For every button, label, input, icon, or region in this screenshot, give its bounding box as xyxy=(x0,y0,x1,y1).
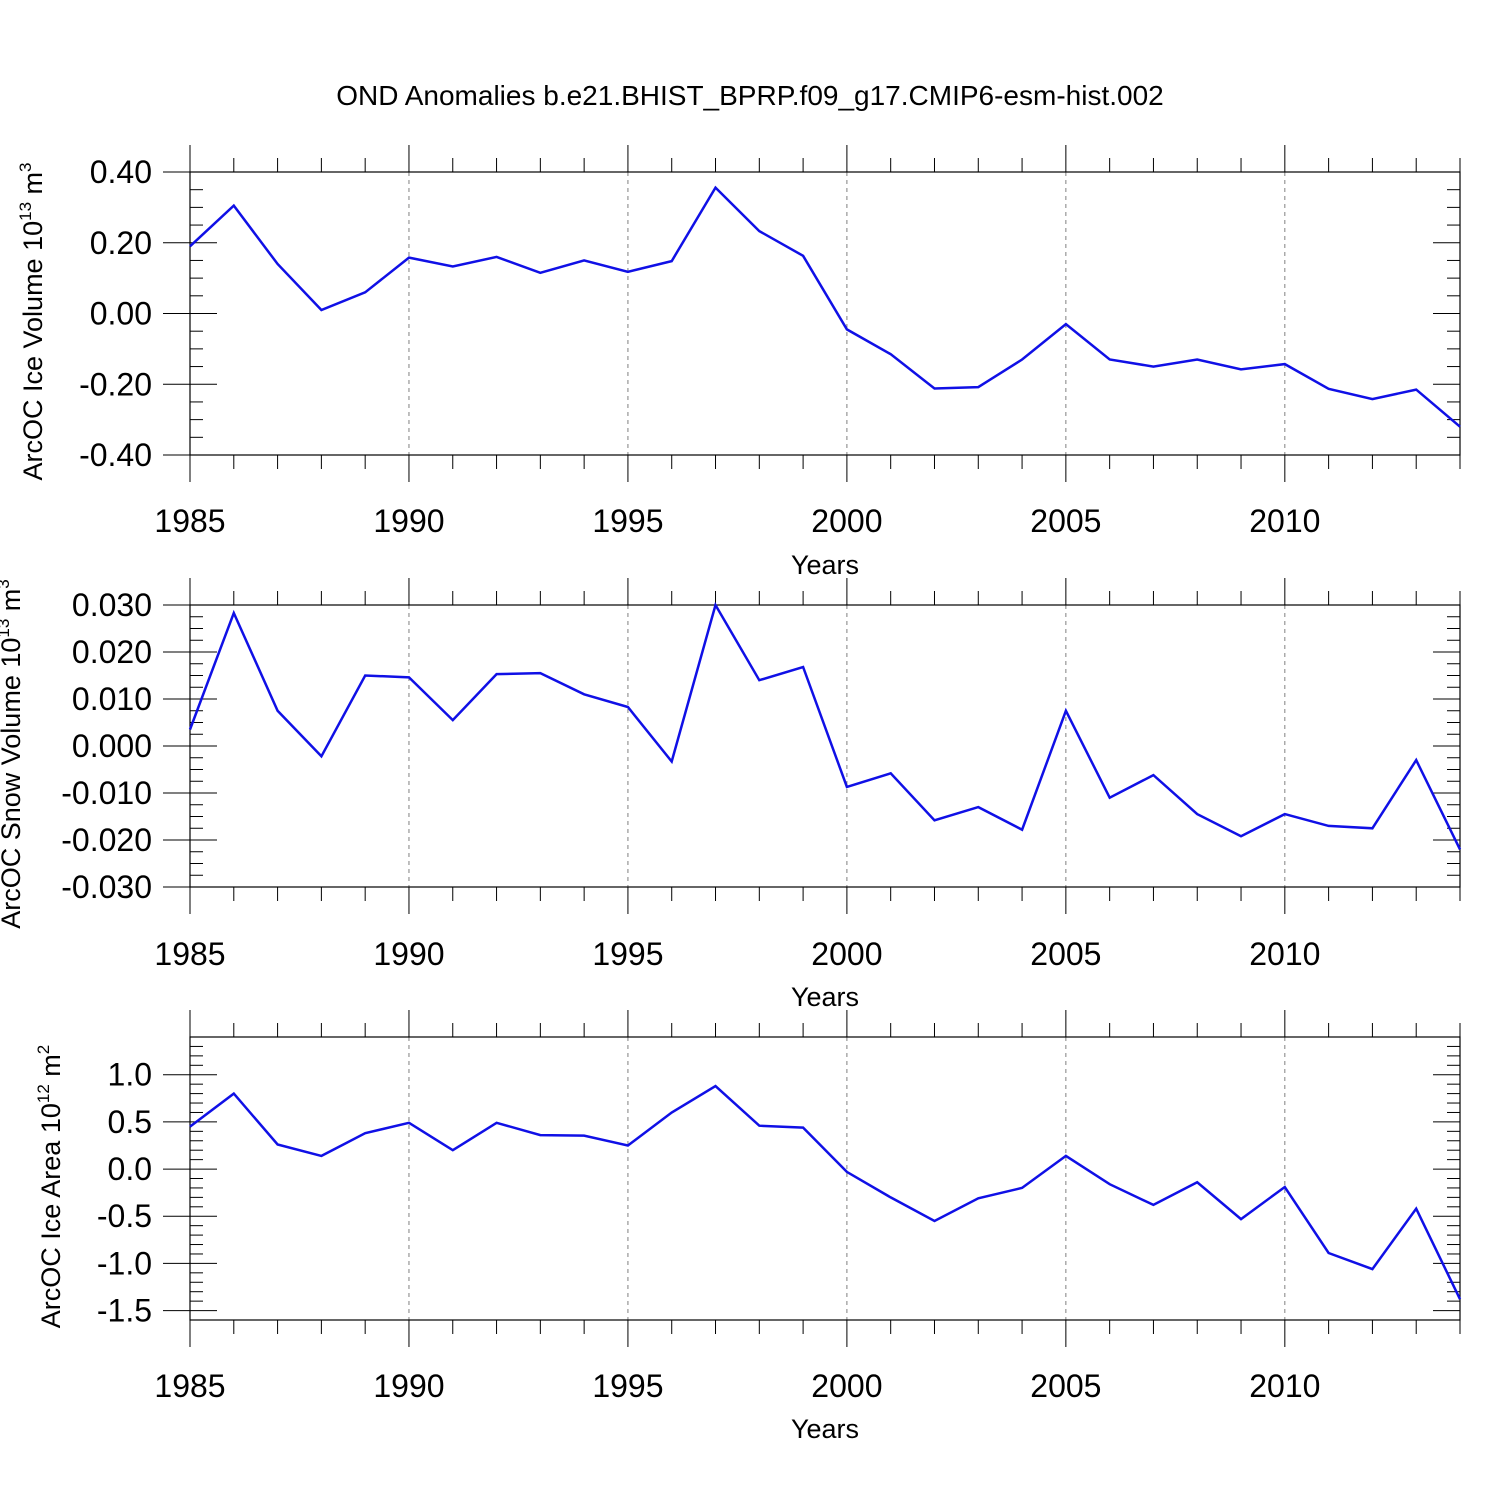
plot-frame xyxy=(189,1036,1461,1321)
x-tick-label: 1990 xyxy=(373,1368,444,1404)
x-tick-label: 1985 xyxy=(154,1368,225,1404)
series-line xyxy=(188,601,1462,850)
x-tick-label: 2000 xyxy=(811,936,882,972)
x-tick-label: 2005 xyxy=(1030,503,1101,539)
x-tick-label: 1995 xyxy=(592,936,663,972)
y-tick-label: -1.5 xyxy=(97,1293,152,1329)
figure-title: OND Anomalies b.e21.BHIST_BPRP.f09_g17.C… xyxy=(336,80,1164,111)
x-tick-label: 1995 xyxy=(592,503,663,539)
y-tick-label: -0.5 xyxy=(97,1198,152,1234)
x-tick-label: 2005 xyxy=(1030,936,1101,972)
x-axis-label: Years xyxy=(791,550,859,580)
y-tick-label: -0.20 xyxy=(79,366,152,402)
x-tick-label: 2000 xyxy=(811,503,882,539)
x-axis-label: Years xyxy=(791,982,859,1012)
y-axis-label: ArcOC Snow Volume 1013 m3 xyxy=(0,579,26,929)
x-tick-label: 1985 xyxy=(154,503,225,539)
x-tick-label: 2010 xyxy=(1249,936,1320,972)
y-tick-label: 0.030 xyxy=(72,587,152,623)
series-line xyxy=(189,185,1461,428)
y-tick-label: 0.020 xyxy=(72,634,152,670)
x-tick-label: 1995 xyxy=(592,1368,663,1404)
y-tick-label: -0.40 xyxy=(79,437,152,473)
plot-frame xyxy=(189,171,1461,456)
x-axis-label: Years xyxy=(791,1414,859,1444)
y-axis-label: ArcOC Ice Area 1012 m2 xyxy=(34,1045,66,1329)
y-tick-label: -0.030 xyxy=(61,869,152,905)
x-tick-label: 2010 xyxy=(1249,503,1320,539)
x-tick-label: 1990 xyxy=(373,503,444,539)
plot-frame xyxy=(189,604,1461,888)
series-line xyxy=(189,1084,1462,1300)
y-tick-label: -1.0 xyxy=(97,1245,152,1281)
y-axis-label: ArcOC Ice Volume 1013 m3 xyxy=(16,162,48,480)
x-tick-label: 1985 xyxy=(154,936,225,972)
y-tick-label: -0.010 xyxy=(61,775,152,811)
y-tick-label: 0.20 xyxy=(90,225,152,261)
y-tick-label: 0.000 xyxy=(72,728,152,764)
x-tick-label: 2010 xyxy=(1249,1368,1320,1404)
plot-panel-3: 1985 1990 1995 2000 2005 2010 1.0 0.5 0.0 -0.5 -1.… xyxy=(34,1010,1462,1444)
y-tick-label: 1.0 xyxy=(108,1057,152,1093)
y-tick-label: 0.5 xyxy=(108,1104,152,1140)
y-tick-label: 0.00 xyxy=(90,296,152,332)
y-tick-label: 0.0 xyxy=(108,1151,152,1187)
plot-panel-2: 1985 1990 1995 2000 2005 2010 0.030 0.020 0.010 0… xyxy=(0,578,1462,1012)
plot-panel-1: 1985 1990 1995 2000 2005 2010 0.40 0.20 0.00 -0.2… xyxy=(16,145,1461,580)
x-tick-label: 1990 xyxy=(373,936,444,972)
y-tick-label: -0.020 xyxy=(61,822,152,858)
x-tick-label: 2005 xyxy=(1030,1368,1101,1404)
y-tick-label: 0.010 xyxy=(72,681,152,717)
x-tick-label: 2000 xyxy=(811,1368,882,1404)
y-tick-label: 0.40 xyxy=(90,154,152,190)
